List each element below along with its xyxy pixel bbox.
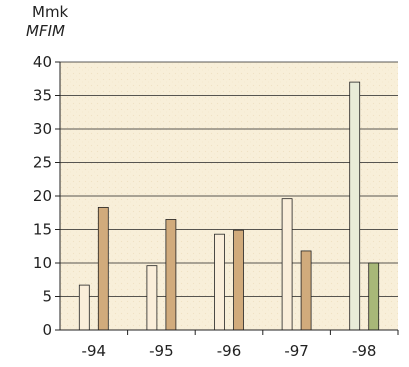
x-tick-labels: -94 -95 -96 -97 -98 xyxy=(82,342,377,360)
x-tick-label: -95 xyxy=(149,342,174,360)
bar--97-s1 xyxy=(281,198,293,331)
bar--94-s2 xyxy=(97,206,109,331)
y-tick-label: 25 xyxy=(33,154,52,172)
bar--98-s1 xyxy=(349,81,361,331)
y-tick-label: 30 xyxy=(33,120,52,138)
x-tick-label: -97 xyxy=(284,342,309,360)
bar--95-s2 xyxy=(165,219,177,331)
y-tick-label: 15 xyxy=(33,221,52,239)
gridlines xyxy=(55,61,398,331)
unit-label: Mmk xyxy=(32,3,69,21)
y-tick-label: 5 xyxy=(42,288,52,306)
bar--96-s2 xyxy=(233,229,244,331)
unit-label-alt: MFIM xyxy=(26,22,65,40)
y-tick-label: 20 xyxy=(33,187,52,205)
y-tick-label: 35 xyxy=(33,87,52,105)
bar--98-s2 xyxy=(368,262,380,331)
bar--95-s1 xyxy=(146,265,158,331)
x-tick-label: -94 xyxy=(82,342,107,360)
x-tick-label: -98 xyxy=(352,342,377,360)
axes xyxy=(59,62,399,335)
x-tick-label: -96 xyxy=(217,342,242,360)
bar--97-s2 xyxy=(300,250,312,331)
y-tick-label: 40 xyxy=(33,53,52,71)
y-tick-label: 10 xyxy=(33,254,52,272)
bar--96-s1 xyxy=(214,233,225,331)
y-tick-label: 0 xyxy=(42,321,52,339)
bar--94-s1 xyxy=(78,284,90,331)
y-tick-labels: 0 5 10 15 20 25 30 35 40 xyxy=(33,53,52,339)
bars xyxy=(78,81,380,331)
